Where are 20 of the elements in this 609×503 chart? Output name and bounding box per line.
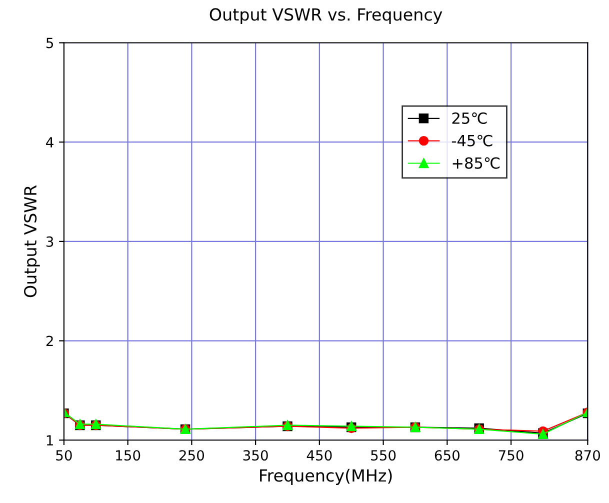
x-tick-label: 750 [498, 450, 524, 461]
x-tick-label: 450 [306, 450, 332, 461]
x-tick-label: 50 [56, 450, 72, 461]
legend-label: +85℃ [452, 157, 500, 169]
x-axis-title: Frequency(MHz) [260, 468, 392, 485]
x-tick-label: 870 [575, 450, 600, 461]
y-axis-title: Output VSWR [24, 185, 40, 298]
x-tick-label: 250 [179, 450, 204, 461]
y-tick-label: 1 [46, 435, 53, 446]
x-tick-label: 350 [243, 450, 268, 461]
y-tick-label: 5 [46, 38, 54, 48]
chart-title: Output VSWR vs. Frequency [210, 8, 442, 24]
legend-label: 25℃ [452, 112, 487, 124]
y-tick-label: 4 [46, 137, 54, 148]
legend-label: -45℃ [452, 134, 492, 146]
x-tick-label: 650 [434, 450, 460, 461]
y-tick-label: 2 [46, 336, 53, 346]
x-tick-label: 150 [116, 450, 140, 461]
x-tick-label: 550 [371, 450, 396, 461]
y-tick-label: 3 [46, 236, 54, 247]
